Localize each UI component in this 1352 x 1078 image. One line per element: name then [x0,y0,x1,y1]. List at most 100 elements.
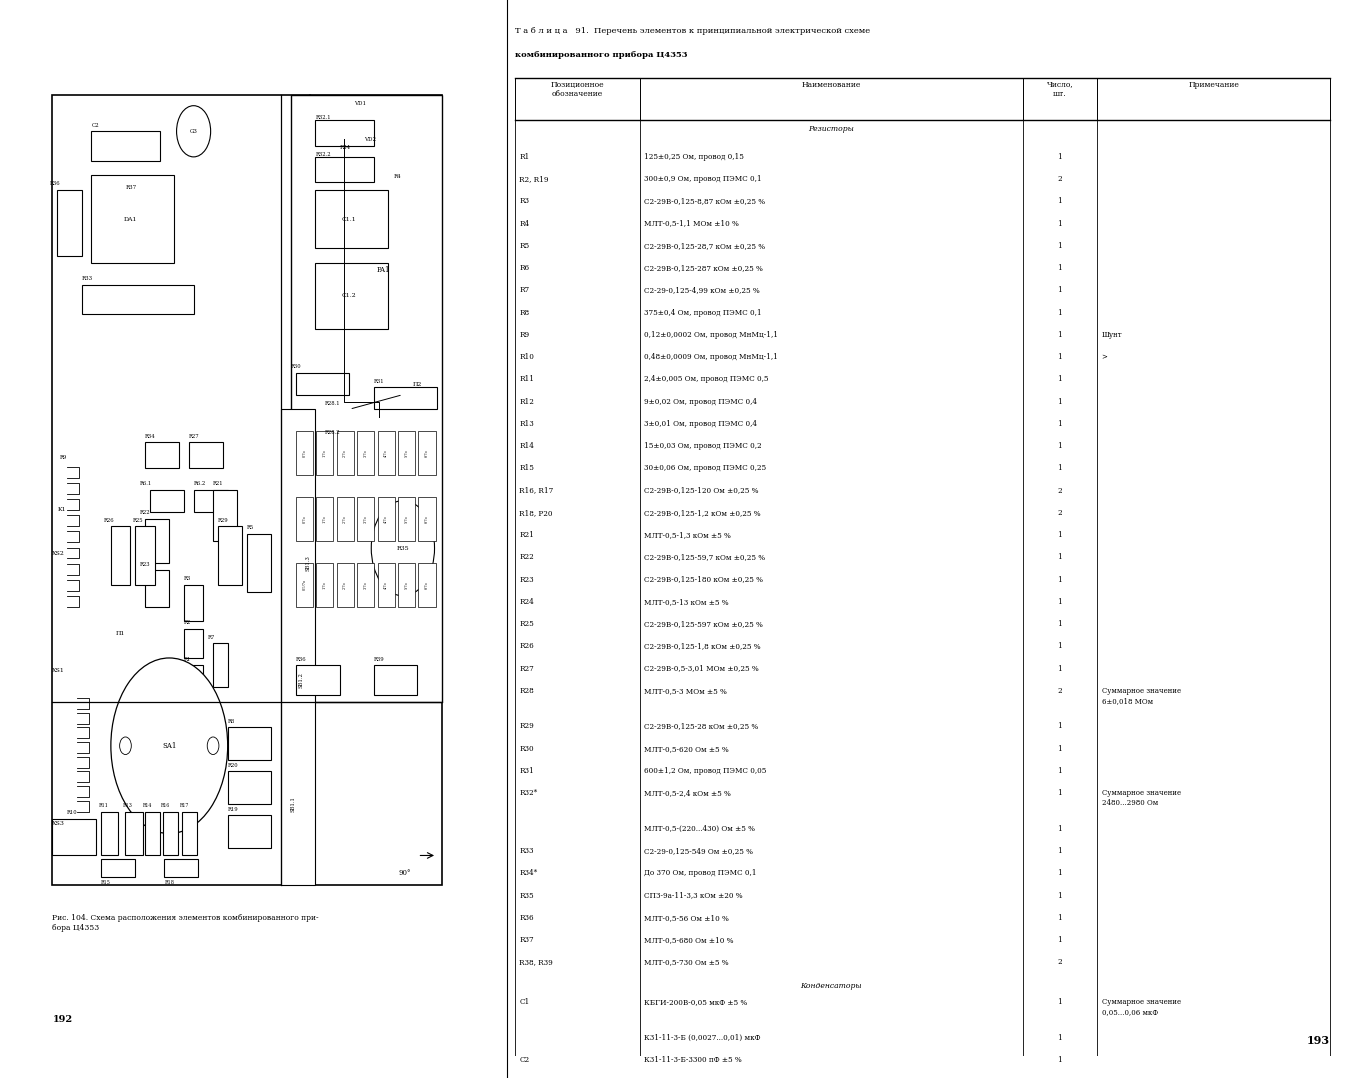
Text: R20: R20 [227,763,238,768]
Text: R35: R35 [396,545,410,551]
Text: С2-29-0,125-4,99 кОм ±0,25 %: С2-29-0,125-4,99 кОм ±0,25 % [644,287,760,294]
Text: R16, R17: R16, R17 [519,486,554,495]
Text: 6/7о: 6/7о [425,515,429,523]
Text: R24: R24 [519,598,534,606]
Text: 1: 1 [1057,576,1063,583]
Bar [145,442,178,468]
Text: Резисторы: Резисторы [808,125,854,133]
Text: 192: 192 [53,1014,73,1024]
Text: G3: G3 [189,128,197,134]
Bar [218,526,242,584]
Text: С2-29В-0,125-120 Ом ±0,25 %: С2-29В-0,125-120 Ом ±0,25 % [644,486,758,495]
Text: R7: R7 [208,635,215,639]
Text: R10: R10 [519,354,534,361]
Bar [126,812,142,856]
Text: R6: R6 [519,264,530,272]
Text: R34: R34 [145,433,155,439]
Text: R36: R36 [519,914,534,922]
Text: 1: 1 [1057,1056,1063,1064]
Text: R1: R1 [184,657,191,662]
Text: 1: 1 [1057,465,1063,472]
Text: R4: R4 [393,174,400,179]
Text: С2-29В-0,125-28,7 кОм ±0,25 %: С2-29В-0,125-28,7 кОм ±0,25 % [644,241,765,250]
Text: 2/7о: 2/7о [343,450,347,457]
Text: R4: R4 [519,220,530,227]
Text: R28.1: R28.1 [324,401,341,405]
Text: 2: 2 [1057,687,1063,695]
Text: МЛТ-0,5-2,4 кОм ±5 %: МЛТ-0,5-2,4 кОм ±5 % [644,789,731,798]
Text: R1: R1 [519,153,530,161]
Text: 300±0,9 Ом, провод ПЭМС 0,1: 300±0,9 Ом, провод ПЭМС 0,1 [644,175,761,183]
Text: 2: 2 [1057,509,1063,516]
Text: 1: 1 [1057,789,1063,798]
Text: МЛТ-0,5-730 Ом ±5 %: МЛТ-0,5-730 Ом ±5 % [644,958,729,966]
Text: 1: 1 [1057,287,1063,294]
Bar [165,859,199,877]
Bar [247,534,272,592]
Text: П2: П2 [412,383,422,387]
Text: Рис. 104. Схема расположения элементов комбинированного при-
бора Ц4353: Рис. 104. Схема расположения элементов к… [53,914,319,932]
Text: >: > [1102,354,1107,361]
Text: 2: 2 [1057,175,1063,183]
Bar [184,584,203,621]
Text: VD2: VD2 [364,137,376,142]
Text: 0/7о: 0/7о [303,450,307,457]
Bar [57,190,81,255]
Text: R5: R5 [247,525,254,530]
Text: 1: 1 [1057,419,1063,428]
Text: 15±0,03 Ом, провод ПЭМС 0,2: 15±0,03 Ом, провод ПЭМС 0,2 [644,442,761,451]
Polygon shape [319,132,361,176]
Text: МЛТ-0,5-13 кОм ±5 %: МЛТ-0,5-13 кОм ±5 % [644,598,729,606]
Bar [291,95,442,702]
Text: R3: R3 [519,197,530,206]
Text: R11: R11 [99,803,108,807]
Text: 6/7о: 6/7о [425,581,429,589]
Text: 1: 1 [1057,869,1063,877]
Text: МЛТ-0,5-(220...430) Ом ±5 %: МЛТ-0,5-(220...430) Ом ±5 % [644,825,756,833]
Text: Суммарное значение
6±0,018 МОм: Суммарное значение 6±0,018 МОм [1102,687,1180,705]
Text: 375±0,4 Ом, провод ПЭМС 0,1: 375±0,4 Ом, провод ПЭМС 0,1 [644,308,761,317]
Text: R13: R13 [519,419,534,428]
Text: Шунт: Шунт [1102,331,1122,338]
Text: R2: R2 [184,620,191,625]
Circle shape [119,737,131,755]
Bar [184,628,203,658]
Text: R36: R36 [296,657,307,662]
Text: 1: 1 [1057,264,1063,272]
Bar [145,519,169,563]
Bar [193,489,227,512]
Text: 1: 1 [1057,1034,1063,1042]
Text: 193: 193 [1307,1035,1330,1046]
Text: R7: R7 [519,287,530,294]
Bar [189,442,223,468]
Text: С2-29В-0,125-1,8 кОм ±0,25 %: С2-29В-0,125-1,8 кОм ±0,25 % [644,642,761,650]
Bar [214,644,227,688]
Text: VD1: VD1 [354,100,366,106]
Text: 0/7о: 0/7о [303,515,307,523]
Bar [315,263,388,329]
Bar [214,489,238,541]
Bar [330,153,397,182]
Text: 1: 1 [1057,241,1063,250]
Text: П1: П1 [116,631,126,636]
Text: R28.2: R28.2 [324,430,341,434]
Bar [316,431,334,475]
Text: 2: 2 [1057,486,1063,495]
Text: R13: R13 [123,803,132,807]
Text: R36: R36 [50,181,61,186]
Text: K1: K1 [57,507,66,512]
Text: 1: 1 [1057,825,1063,833]
Text: 1: 1 [1057,998,1063,1007]
Text: XS2: XS2 [53,551,65,555]
Bar [357,431,375,475]
Text: К31-11-3-Б-3300 пФ ±5 %: К31-11-3-Б-3300 пФ ±5 % [644,1056,742,1064]
Bar [337,497,354,541]
Bar [53,95,442,885]
Text: 2/7о: 2/7о [343,515,347,523]
Text: C1.1: C1.1 [342,217,357,222]
Bar [101,812,118,856]
Text: R18: R18 [165,880,174,885]
Text: R27: R27 [189,433,199,439]
Text: 1: 1 [1057,598,1063,606]
Text: SB1.1: SB1.1 [291,797,296,812]
